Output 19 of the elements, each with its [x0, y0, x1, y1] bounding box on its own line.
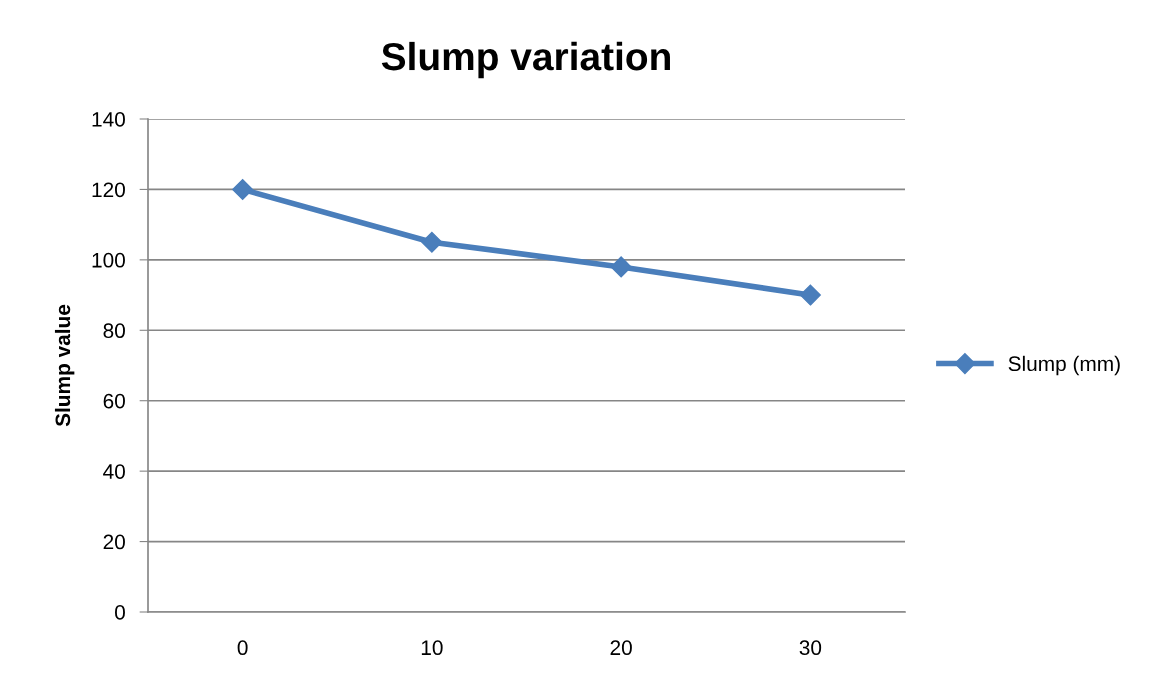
y-tick-label: 80 — [103, 323, 125, 339]
x-tick-label: 30 — [799, 640, 822, 656]
y-tick-label: 140 — [92, 112, 125, 127]
y-tick-label: 120 — [92, 182, 125, 198]
x-tick-label: 20 — [610, 640, 632, 656]
y-tick-label: 0 — [115, 605, 125, 620]
y-tick-label: 100 — [92, 252, 125, 268]
x-tick-label: 10 — [421, 640, 443, 656]
y-tick-label: 60 — [103, 393, 125, 409]
point — [421, 231, 443, 253]
point — [610, 256, 632, 278]
legend-label: Slump (mm) — [1008, 355, 1120, 376]
point — [799, 284, 821, 306]
point — [232, 178, 254, 200]
x-tick-label: 0 — [237, 640, 248, 656]
chart-title: Slump variation — [381, 41, 670, 79]
y-tick-label: 40 — [103, 464, 125, 479]
y-tick-label: 20 — [103, 534, 125, 550]
y-axis-title: Slump value — [54, 304, 75, 427]
